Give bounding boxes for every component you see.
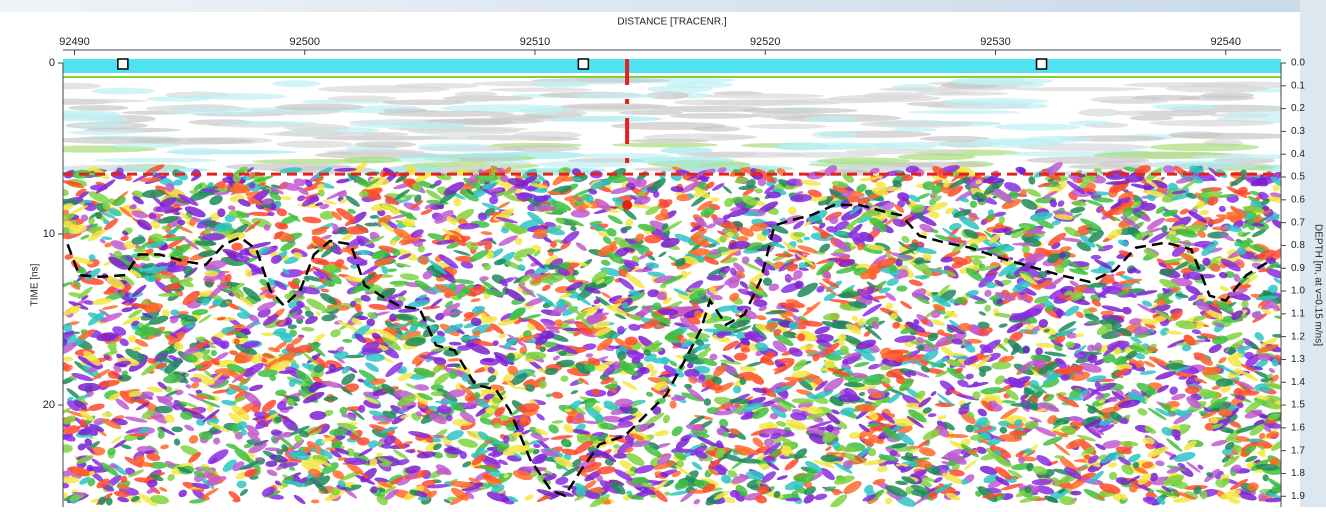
radar-texture (951, 77, 1025, 85)
radar-texture (327, 95, 397, 101)
radar-texture (1175, 163, 1253, 167)
radar-texture (34, 99, 148, 103)
radar-texture (530, 80, 589, 88)
x-axis-label: DISTANCE [TRACENR.] (617, 17, 726, 28)
radar-texture (572, 93, 657, 99)
radar-texture (1115, 110, 1167, 115)
radar-texture (67, 130, 139, 135)
radar-texture (276, 140, 353, 148)
radar-texture (362, 132, 409, 137)
radar-texture (619, 111, 684, 115)
radar-texture (1257, 353, 1271, 361)
radar-texture (572, 177, 582, 181)
radar-texture (1152, 104, 1216, 110)
radar-texture (794, 281, 803, 290)
radar-texture (538, 161, 633, 168)
radar-texture (284, 124, 348, 132)
radar-texture (1068, 121, 1113, 126)
radar-texture (994, 124, 1080, 131)
radar-texture (403, 135, 536, 140)
radar-texture (503, 435, 509, 444)
radar-texture (1091, 255, 1102, 260)
radar-texture (354, 141, 416, 148)
radar-texture (37, 83, 101, 90)
plot-area (22, 58, 1326, 507)
y-axis-label: TIME [ns] (30, 263, 41, 306)
radar-texture (408, 127, 521, 134)
radar-texture (1100, 99, 1169, 104)
radar-texture (829, 95, 941, 103)
radar-texture (418, 143, 492, 150)
radar-texture (705, 94, 825, 99)
radar-texture (1168, 132, 1224, 138)
radar-texture (812, 131, 858, 139)
radar-texture (943, 100, 1032, 107)
radar-texture (502, 145, 581, 151)
radar-texture (741, 348, 751, 353)
radar-texture (560, 103, 667, 109)
radar-texture (746, 124, 827, 129)
radar-texture (85, 117, 127, 123)
radar-texture (71, 123, 134, 127)
radar-texture (169, 148, 224, 155)
radar-texture (1022, 136, 1093, 143)
radar-texture (275, 103, 364, 110)
radar-texture (778, 143, 902, 150)
radar-texture (667, 81, 733, 88)
radar-texture (520, 107, 562, 115)
radar-texture (804, 116, 860, 122)
radar-texture (1093, 168, 1101, 172)
radar-texture (55, 137, 181, 144)
radar-texture (382, 99, 467, 105)
radar-texture (773, 152, 880, 158)
radar-texture (1150, 143, 1260, 151)
radar-texture (674, 100, 730, 106)
radar-texture (1011, 87, 1146, 91)
radar-texture (488, 88, 592, 92)
radar-texture (358, 105, 418, 109)
chart: DISTANCE [TRACENR.] TIME [ns] DEPTH [m, … (0, 0, 1326, 507)
radar-texture (272, 80, 320, 87)
radar-texture (711, 197, 720, 201)
radar-texture (1078, 109, 1121, 117)
radar-texture (879, 87, 959, 91)
y2-axis-label: DEPTH [m, at v=0.15 m/ns] (1312, 224, 1323, 346)
radar-texture (352, 150, 423, 156)
radar-texture (897, 154, 975, 161)
radar-texture (766, 191, 781, 198)
radar-texture (350, 122, 469, 128)
radar-texture (93, 158, 216, 163)
radar-texture (78, 383, 101, 392)
radar-texture (1149, 120, 1275, 127)
radar-texture (670, 113, 759, 119)
radar-texture (1035, 347, 1043, 355)
page: DISTANCE [TRACENR.] TIME [ns] DEPTH [m, … (0, 0, 1326, 507)
radar-texture (1165, 85, 1267, 93)
radar-texture (908, 110, 1020, 114)
radar-texture (740, 108, 857, 114)
radar-texture (192, 93, 286, 100)
radar-texture (111, 143, 181, 148)
radar-texture (860, 121, 972, 128)
header-strip (0, 0, 1326, 12)
radar-texture (629, 139, 709, 143)
radar-texture (393, 83, 479, 89)
radar-texture (377, 111, 515, 117)
radar-texture (626, 157, 735, 164)
radar-texture (92, 88, 155, 95)
radar-texture (68, 105, 128, 111)
radar-texture (1179, 95, 1255, 101)
radar-texture (343, 156, 402, 163)
radar-texture (935, 91, 1008, 95)
radar-texture (1026, 157, 1149, 165)
